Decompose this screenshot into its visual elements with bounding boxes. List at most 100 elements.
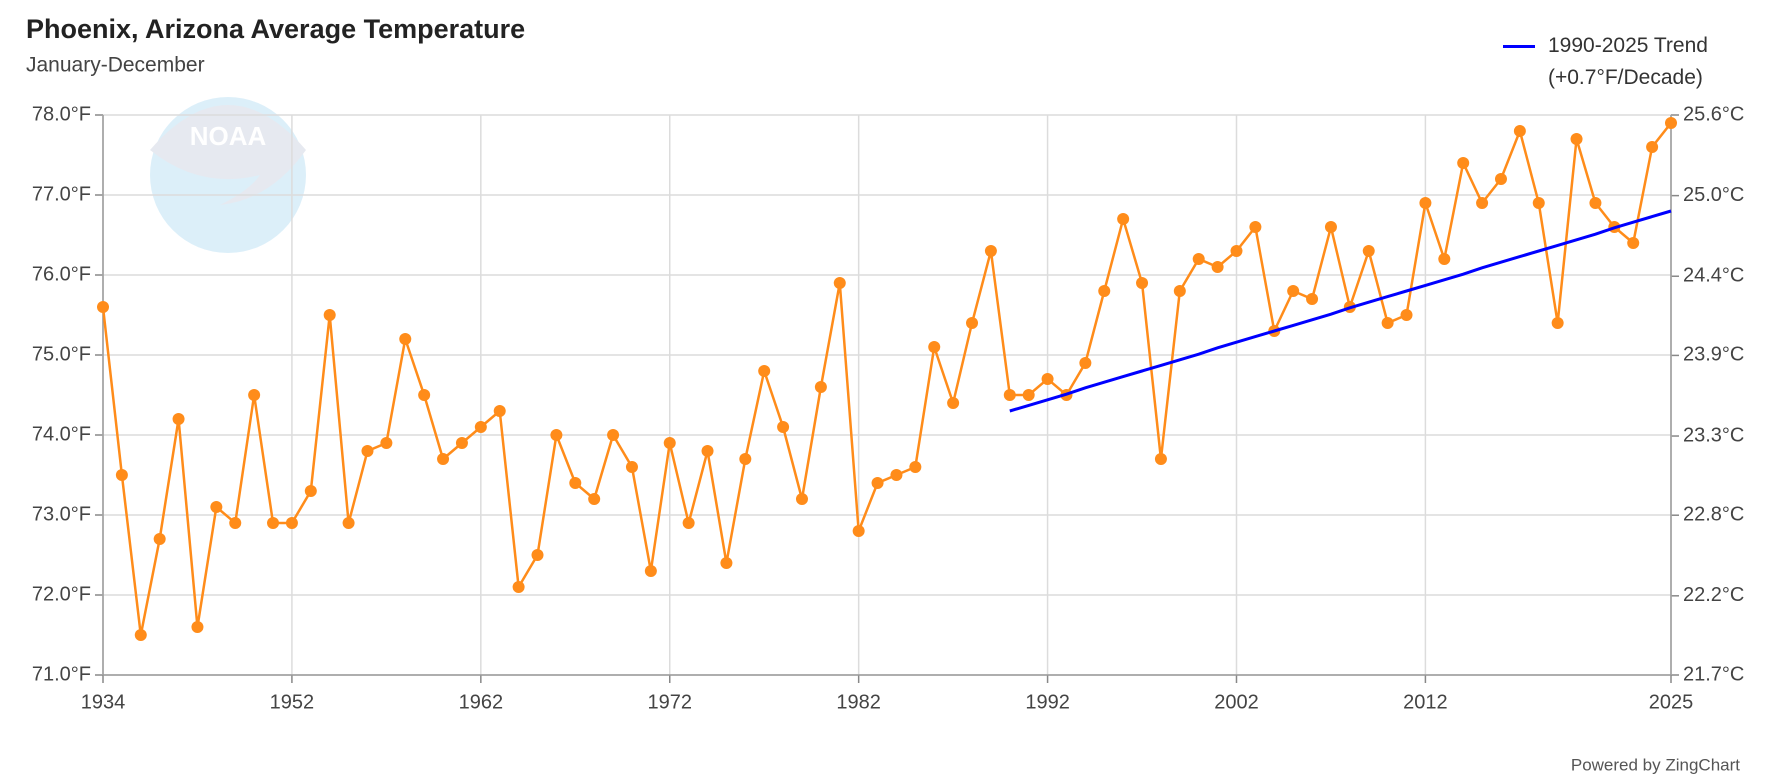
data-point bbox=[437, 453, 450, 465]
logo-text: NOAA bbox=[190, 121, 267, 151]
data-point bbox=[323, 309, 336, 321]
data-point bbox=[399, 333, 412, 345]
data-point bbox=[701, 445, 714, 457]
y-tick-label: 72.0°F bbox=[32, 583, 91, 605]
data-point bbox=[1117, 213, 1130, 225]
data-point bbox=[418, 389, 431, 401]
credit: Powered by ZingChart bbox=[1571, 755, 1740, 774]
data-point bbox=[531, 549, 544, 561]
y2-tick-label: 25.0°C bbox=[1683, 184, 1744, 206]
data-point bbox=[1570, 133, 1583, 145]
data-line bbox=[101, 122, 1672, 636]
data-point bbox=[1400, 309, 1413, 321]
data-point bbox=[814, 381, 827, 393]
y-tick-label: 76.0°F bbox=[32, 263, 91, 285]
data-point bbox=[739, 453, 752, 465]
data-point bbox=[1192, 253, 1205, 265]
y-tick-label: 71.0°F bbox=[32, 663, 91, 685]
legend-swatch bbox=[1503, 45, 1535, 48]
data-point bbox=[1136, 277, 1149, 289]
y-tick-label: 75.0°F bbox=[32, 343, 91, 365]
data-point bbox=[153, 533, 166, 545]
data-point bbox=[1249, 221, 1262, 233]
data-point bbox=[1513, 125, 1526, 137]
y2-tick-label: 24.4°C bbox=[1683, 265, 1744, 287]
data-point bbox=[1627, 237, 1640, 249]
legend-entry: 1990-2025 Trend (+0.7°F/Decade) bbox=[1503, 30, 1738, 94]
data-point bbox=[1324, 221, 1337, 233]
data-point bbox=[380, 437, 393, 449]
data-point bbox=[1494, 173, 1507, 185]
x-tick-label: 2002 bbox=[1214, 691, 1259, 713]
data-point bbox=[1306, 293, 1319, 305]
data-point bbox=[947, 397, 960, 409]
data-point bbox=[644, 565, 657, 577]
data-point bbox=[852, 525, 865, 537]
y2-tick-label: 23.3°C bbox=[1683, 424, 1744, 446]
data-point bbox=[455, 437, 468, 449]
data-point bbox=[361, 445, 374, 457]
x-tick-label: 2012 bbox=[1403, 691, 1448, 713]
x-tick-label: 1972 bbox=[647, 691, 692, 713]
y-tick-label: 74.0°F bbox=[32, 423, 91, 445]
data-point bbox=[493, 405, 506, 417]
data-point bbox=[1438, 253, 1451, 265]
data-point bbox=[663, 437, 676, 449]
y2-tick-label: 21.7°C bbox=[1683, 663, 1744, 685]
data-point bbox=[1665, 117, 1677, 129]
x-tick-label: 1962 bbox=[459, 691, 504, 713]
chart-subtitle: January-December bbox=[26, 54, 205, 77]
data-point bbox=[890, 469, 903, 481]
y2-tick-label: 22.2°C bbox=[1683, 584, 1744, 606]
data-point bbox=[588, 493, 601, 505]
data-point bbox=[909, 461, 922, 473]
data-point bbox=[115, 469, 128, 481]
data-point bbox=[777, 421, 790, 433]
data-point bbox=[1589, 197, 1602, 209]
data-point bbox=[1381, 317, 1394, 329]
data-point bbox=[1003, 389, 1016, 401]
x-tick-label: 1982 bbox=[836, 691, 881, 713]
data-point bbox=[758, 365, 771, 377]
data-point bbox=[229, 517, 242, 529]
data-point bbox=[625, 461, 638, 473]
chart-title: Phoenix, Arizona Average Temperature bbox=[26, 14, 525, 44]
y-tick-label: 73.0°F bbox=[32, 503, 91, 525]
data-point bbox=[1457, 157, 1470, 169]
data-point bbox=[134, 629, 147, 641]
data-point bbox=[1079, 357, 1092, 369]
y-tick-label: 78.0°F bbox=[32, 103, 91, 125]
y2-tick-label: 22.8°C bbox=[1683, 503, 1744, 525]
data-point bbox=[569, 477, 582, 489]
data-point bbox=[1476, 197, 1489, 209]
data-point bbox=[550, 429, 563, 441]
trend-line bbox=[1009, 209, 1672, 413]
data-point bbox=[871, 477, 884, 489]
data-point bbox=[1362, 245, 1375, 257]
data-point bbox=[720, 557, 733, 569]
legend-label: 1990-2025 Trend (+0.7°F/Decade) bbox=[1548, 34, 1708, 89]
data-point bbox=[607, 429, 620, 441]
data-point bbox=[682, 517, 695, 529]
data-point bbox=[1419, 197, 1432, 209]
data-point bbox=[928, 341, 941, 353]
x-tick-label: 1934 bbox=[81, 691, 126, 713]
data-point bbox=[966, 317, 979, 329]
data-point bbox=[267, 517, 280, 529]
data-point bbox=[833, 277, 846, 289]
x-tick-label: 1952 bbox=[270, 691, 315, 713]
data-point bbox=[1022, 389, 1035, 401]
data-point bbox=[984, 245, 997, 257]
data-point bbox=[1041, 373, 1054, 385]
data-point bbox=[795, 493, 808, 505]
data-point bbox=[1211, 261, 1224, 273]
data-point bbox=[1532, 197, 1545, 209]
y2-tick-label: 25.6°C bbox=[1683, 103, 1744, 125]
logo bbox=[150, 97, 306, 253]
data-point bbox=[474, 421, 487, 433]
data-point bbox=[97, 301, 109, 313]
x-tick-label: 2025 bbox=[1649, 691, 1694, 713]
y-tick-label: 77.0°F bbox=[32, 183, 91, 205]
